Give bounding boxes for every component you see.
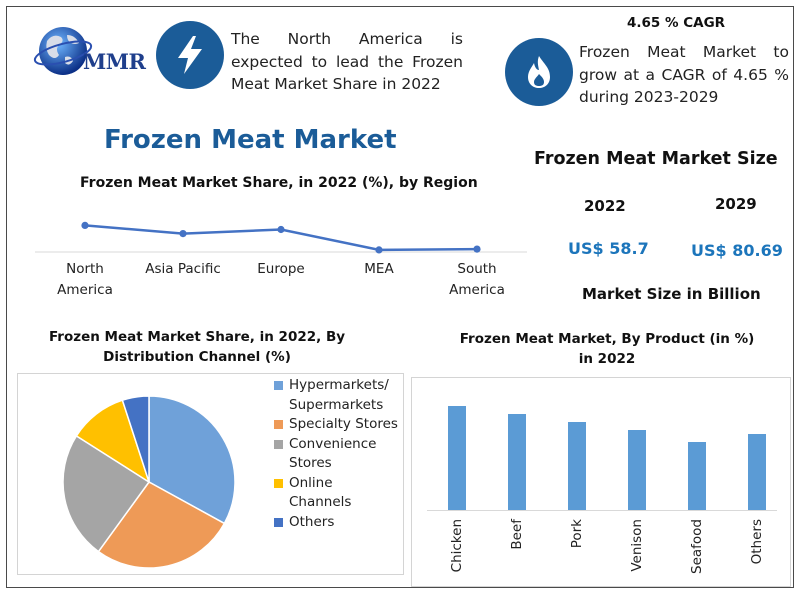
product-tick-label: Chicken bbox=[449, 519, 465, 573]
legend-label: Online Channels bbox=[289, 474, 352, 511]
region-line-chart bbox=[35, 221, 527, 254]
pie-slice bbox=[148, 395, 236, 525]
region-tick-label: North America bbox=[57, 261, 113, 298]
legend-swatch bbox=[274, 478, 283, 488]
region-tick-label: Europe bbox=[257, 261, 305, 277]
channel-legend: Hypermarkets/Supermarkets Specialty Store… bbox=[274, 376, 399, 532]
region-tick-label: Asia Pacific bbox=[145, 261, 221, 277]
product-tick-label: Beef bbox=[509, 519, 525, 550]
globe-icon bbox=[33, 27, 93, 75]
size-title: Frozen Meat Market Size bbox=[534, 149, 778, 169]
legend-swatch bbox=[274, 517, 283, 527]
region-chart-title: Frozen Meat Market Share, in 2022 (%), b… bbox=[80, 175, 478, 191]
legend-swatch bbox=[274, 439, 283, 449]
channel-chart-title: Frozen Meat Market Share, in 2022, By Di… bbox=[27, 327, 367, 367]
channel-chart-title-line1: Frozen Meat Market Share, in 2022, By bbox=[48, 329, 346, 345]
lightning-badge bbox=[156, 21, 224, 89]
pie-slice bbox=[62, 434, 151, 553]
cagr-note: Frozen Meat Market to grow at a CAGR of … bbox=[579, 41, 789, 109]
product-chart-box bbox=[411, 377, 791, 587]
region-point bbox=[277, 225, 285, 234]
cagr-note-line1: Frozen Meat Market to bbox=[579, 43, 789, 61]
north-america-note: The North America is expected to lead th… bbox=[231, 28, 463, 96]
legend-label: Convenience Stores bbox=[289, 435, 377, 472]
region-point bbox=[473, 245, 481, 253]
legend-item: Online Channels bbox=[274, 474, 399, 513]
product-bar bbox=[628, 430, 646, 510]
product-bar bbox=[568, 422, 586, 510]
region-point bbox=[375, 246, 383, 254]
north-america-note-line2: expected to lead the Frozen bbox=[231, 52, 463, 71]
north-america-note-line1: The North America is bbox=[231, 30, 463, 48]
product-chart-title-line2: in 2022 bbox=[578, 351, 636, 367]
flame-badge bbox=[505, 38, 573, 106]
product-bar bbox=[688, 442, 706, 510]
region-tick-label: South America bbox=[449, 261, 505, 298]
size-year-2022: 2022 bbox=[584, 197, 626, 215]
legend-swatch bbox=[274, 381, 283, 390]
product-chart-title-line1: Frozen Meat Market, By Product (in %) bbox=[459, 331, 755, 347]
north-america-note-line3: Meat Market Share in 2022 bbox=[231, 75, 441, 93]
product-tick-label: Pork bbox=[569, 519, 585, 549]
product-bar bbox=[748, 434, 766, 510]
legend-label: Hypermarkets/Supermarkets bbox=[289, 377, 389, 413]
main-title: Frozen Meat Market bbox=[104, 125, 397, 155]
region-tick-label: MEA bbox=[364, 261, 394, 277]
legend-swatch bbox=[274, 420, 283, 429]
region-x-labels: North America Asia Pacific Europe MEA South Am… bbox=[7, 259, 527, 309]
legend-item: Convenience Stores bbox=[274, 435, 399, 474]
size-caption: Market Size in Billion bbox=[582, 285, 761, 303]
product-chart-title: Frozen Meat Market, By Product (in %) in… bbox=[447, 329, 767, 369]
legend-item: Specialty Stores bbox=[274, 415, 399, 435]
channel-chart-title-line2: Distribution Channel (%) bbox=[103, 349, 291, 365]
channel-chart-box bbox=[17, 373, 404, 575]
lightning-bolt-icon bbox=[178, 36, 202, 74]
channel-pie-chart bbox=[62, 395, 236, 569]
logo-text: MMR bbox=[83, 49, 146, 74]
cagr-heading: 4.65 % CAGR bbox=[627, 15, 726, 31]
size-value-2029: US$ 80.69 bbox=[691, 241, 783, 260]
pie-slice bbox=[121, 395, 150, 483]
legend-item: Others bbox=[274, 513, 399, 533]
legend-label: Others bbox=[289, 513, 335, 530]
product-bar-chart bbox=[427, 406, 777, 511]
flame-icon bbox=[528, 56, 550, 88]
legend-label: Specialty Stores bbox=[289, 416, 398, 432]
product-tick-label: Venison bbox=[629, 519, 645, 572]
product-bar bbox=[448, 406, 466, 510]
size-year-2029: 2029 bbox=[715, 195, 757, 213]
product-tick-label: Seafood bbox=[689, 519, 705, 574]
infographic-frame: MMR The North America is expected to lea… bbox=[6, 6, 794, 588]
size-value-2022: US$ 58.7 bbox=[568, 239, 649, 258]
product-tick-label: Others bbox=[749, 519, 765, 565]
product-bar bbox=[508, 414, 526, 510]
region-point bbox=[179, 230, 187, 238]
logo: MMR bbox=[29, 17, 149, 87]
legend-item: Hypermarkets/Supermarkets bbox=[274, 376, 399, 415]
cagr-note-line3: during 2023-2029 bbox=[579, 88, 719, 106]
region-point bbox=[81, 221, 89, 229]
cagr-note-line2: grow at a CAGR of 4.65 % bbox=[579, 65, 789, 84]
pie-slice bbox=[97, 481, 226, 569]
